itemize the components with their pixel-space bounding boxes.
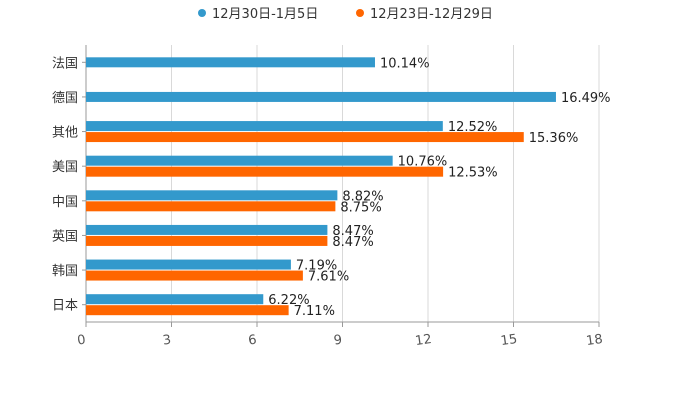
category-label-3: 美国 (52, 160, 78, 175)
bar-series2-6 (86, 270, 303, 281)
bar-series2-2 (86, 132, 524, 143)
bar-series1-1 (86, 91, 556, 102)
bar-series1-5 (86, 224, 328, 235)
bar-series1-7 (86, 294, 264, 305)
category-label-7: 日本 (52, 299, 78, 314)
data-label-series1-2: 12.52% (448, 120, 498, 135)
bar-series2-5 (86, 235, 328, 246)
x-tick-label-18: 18 (585, 332, 603, 349)
data-label-series2-3: 12.53% (448, 166, 498, 181)
data-label-series1-5: 8.47% (332, 224, 373, 239)
category-label-0: 法国 (52, 56, 78, 71)
legend-label-series-1: 12月30日-1月5日 (212, 7, 318, 22)
bar-series1-2 (86, 121, 443, 132)
bar-series2-4 (86, 201, 336, 212)
legend-marker-series-2 (356, 9, 364, 17)
value-axis-tick-labels: 0 3 6 9 12 15 18 (76, 332, 603, 349)
data-label-series2-5: 8.47% (332, 235, 373, 250)
data-label-series1-1: 16.49% (561, 91, 611, 106)
data-label-series1-4: 8.82% (342, 189, 383, 204)
chart-legend: 12月30日-1月5日 12月23日-12月29日 (198, 7, 493, 22)
data-label-series1-6: 7.19% (296, 259, 337, 274)
data-label-series1-3: 10.76% (398, 155, 448, 170)
x-tick-label-12: 12 (414, 332, 432, 349)
legend-marker-series-1 (198, 9, 206, 17)
chart-bars (86, 57, 556, 316)
x-tick-label-0: 0 (76, 333, 86, 349)
category-label-4: 中国 (52, 195, 78, 210)
bar-series1-3 (86, 155, 393, 166)
bar-series1-0 (86, 57, 375, 68)
bar-series2-3 (86, 166, 444, 177)
data-label-series2-7: 7.11% (294, 304, 335, 319)
x-tick-label-15: 15 (500, 332, 518, 349)
data-label-series2-6: 7.61% (308, 270, 349, 285)
chart-gridlines (82, 45, 600, 327)
x-tick-label-3: 3 (162, 333, 172, 349)
bar-series2-7 (86, 305, 289, 316)
legend-label-series-2: 12月23日-12月29日 (370, 7, 493, 22)
bar-series1-6 (86, 259, 291, 270)
category-label-1: 德国 (52, 91, 78, 106)
data-label-series2-2: 15.36% (529, 131, 579, 146)
bar-data-labels: 10.14% 16.49% 12.52% 15.36% 10.76%12.53% 8.82… (268, 56, 610, 319)
x-tick-label-9: 9 (333, 333, 343, 349)
data-label-series1-0: 10.14% (380, 56, 430, 71)
bar-series1-4 (86, 190, 338, 201)
category-label-5: 英国 (52, 229, 78, 244)
category-label-6: 韩国 (52, 264, 78, 279)
data-label-series1-7: 6.22% (268, 293, 309, 308)
x-tick-label-6: 6 (247, 333, 257, 349)
category-label-2: 其他 (52, 126, 78, 141)
data-label-series2-4: 8.75% (340, 200, 381, 215)
